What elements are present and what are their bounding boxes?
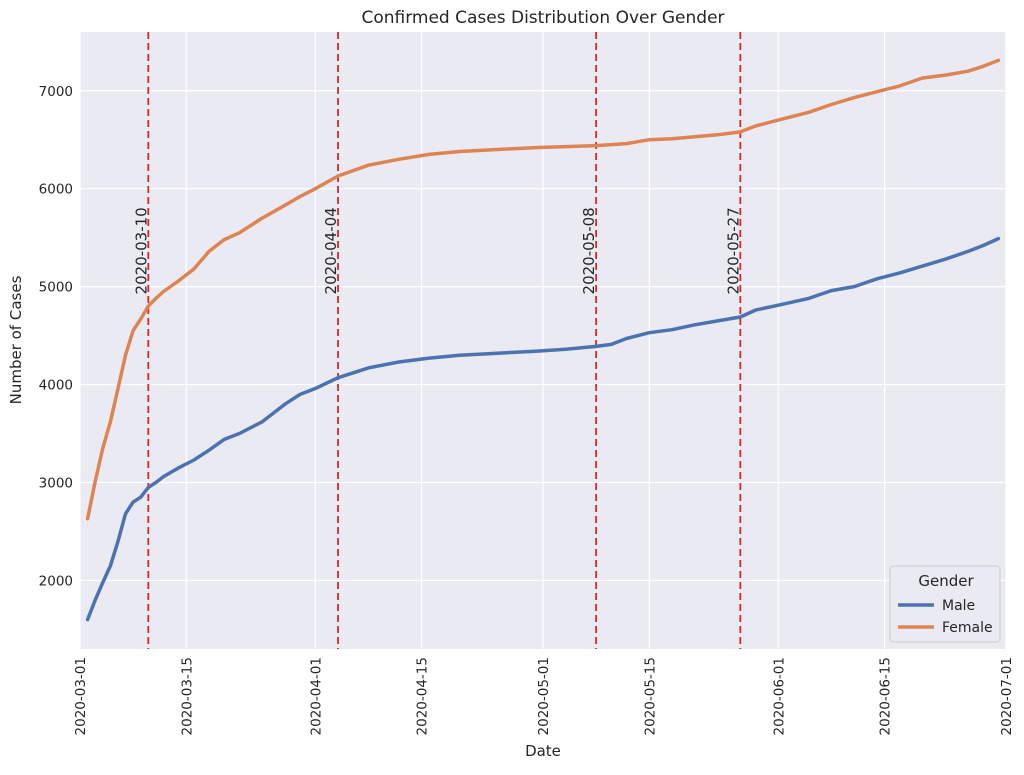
- x-tick-label: 2020-04-01: [308, 657, 324, 735]
- grid-lines: [79, 32, 1007, 649]
- legend-label-male: Male: [942, 598, 975, 614]
- legend: Gender Male Female: [889, 565, 1001, 643]
- event-line-label: 2020-03-10: [132, 207, 150, 294]
- x-tick-label: 2020-06-15: [878, 657, 894, 735]
- x-axis-label: Date: [525, 742, 561, 760]
- series-lines: [85, 58, 1001, 622]
- x-tick-label: 2020-04-15: [415, 657, 431, 735]
- y-tick-label: 7000: [39, 84, 73, 100]
- series-line-female: [85, 58, 1001, 521]
- y-axis-ticks: 2000 3000 4000 5000 6000 7000: [39, 84, 73, 590]
- y-tick-label: 3000: [39, 476, 73, 492]
- x-axis-ticks: 2020-03-01 2020-03-15 2020-04-01 2020-04-15…: [73, 657, 1015, 735]
- x-tick-label: 2020-03-01: [73, 657, 89, 735]
- y-tick-label: 5000: [39, 280, 73, 296]
- chart-title: Confirmed Cases Distribution Over Gender: [361, 8, 724, 28]
- x-tick-label: 2020-03-15: [179, 657, 195, 735]
- y-tick-label: 6000: [39, 182, 73, 198]
- y-tick-label: 4000: [39, 378, 73, 394]
- x-tick-label: 2020-05-15: [642, 657, 658, 735]
- y-axis-label: Number of Cases: [7, 275, 25, 404]
- event-lines: 2020-03-10 2020-04-04 2020-05-08 2020-05-27: [132, 32, 742, 649]
- legend-box: [889, 565, 1001, 643]
- event-line-label: 2020-04-04: [322, 207, 340, 294]
- x-tick-label: 2020-06-01: [771, 657, 787, 735]
- legend-title: Gender: [918, 572, 974, 590]
- x-tick-label: 2020-05-01: [536, 657, 552, 735]
- legend-label-female: Female: [942, 620, 993, 636]
- series-line-male: [85, 236, 1001, 622]
- y-tick-label: 2000: [39, 573, 73, 589]
- event-line-label: 2020-05-08: [580, 207, 598, 294]
- event-line-label: 2020-05-27: [724, 207, 742, 294]
- x-tick-label: 2020-07-01: [999, 657, 1015, 735]
